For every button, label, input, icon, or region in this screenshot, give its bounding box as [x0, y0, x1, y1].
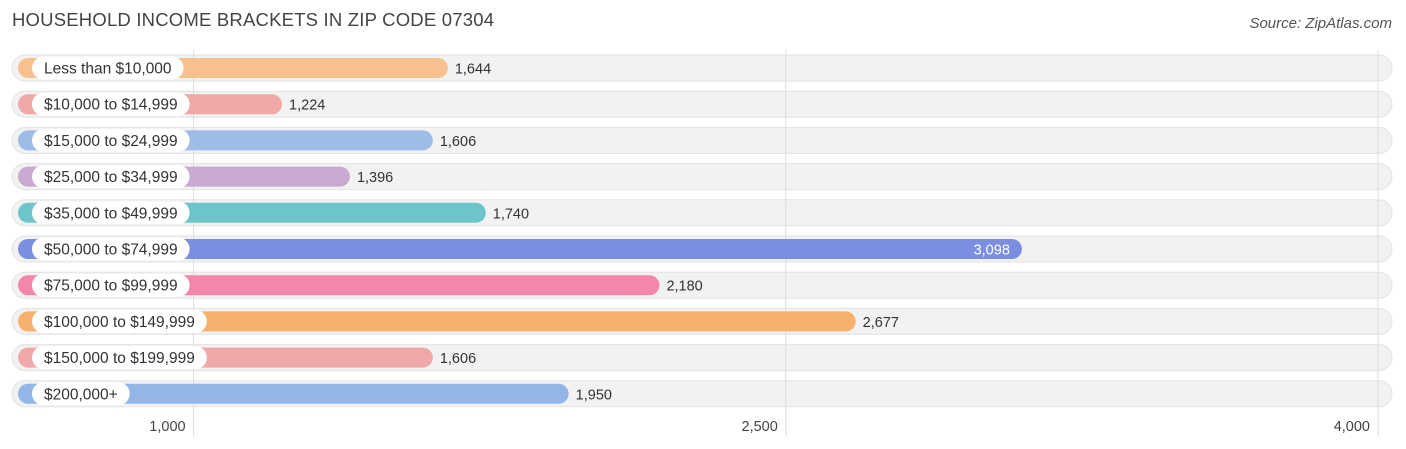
category-pill	[32, 273, 190, 297]
value-label: 1,224	[289, 98, 325, 114]
x-tick-label: 4,000	[1334, 419, 1370, 435]
bar-layer: Less than $10,000 1,644 $10,000 to $14,999…	[18, 56, 1022, 406]
category-label: Less than $10,000	[44, 61, 172, 78]
chart-title: HOUSEHOLD INCOME BRACKETS IN ZIP CODE 07…	[12, 9, 495, 30]
x-axis: 1,000 2,500 4,000	[149, 419, 1370, 435]
value-label: 1,644	[455, 62, 491, 78]
bar	[18, 311, 856, 332]
value-label: 1,950	[576, 387, 612, 403]
value-label: 1,396	[357, 170, 393, 186]
category-pill	[32, 309, 207, 333]
category-label: $25,000 to $34,999	[44, 169, 178, 186]
x-tick-label: 2,500	[742, 419, 778, 435]
value-label: 2,677	[863, 315, 899, 331]
category-pill	[32, 92, 190, 116]
category-pill	[32, 165, 190, 189]
category-label: $10,000 to $14,999	[44, 97, 178, 114]
value-label: 3,098	[974, 243, 1010, 259]
value-label: 2,180	[666, 279, 702, 295]
category-label: $35,000 to $49,999	[44, 205, 178, 222]
value-label: 1,606	[440, 351, 476, 367]
category-pill	[32, 128, 190, 152]
bar	[18, 383, 569, 404]
value-label: 1,740	[493, 206, 529, 222]
row-track	[11, 90, 1393, 118]
category-pill	[32, 382, 130, 406]
category-label: $200,000+	[44, 386, 118, 403]
category-label: $150,000 to $199,999	[44, 350, 195, 367]
category-pill	[32, 346, 207, 370]
bar	[18, 239, 1022, 259]
row-track	[11, 163, 1393, 191]
chart-source: Source: ZipAtlas.com	[1249, 15, 1392, 32]
x-tick-label: 1,000	[149, 419, 185, 435]
category-label: $50,000 to $74,999	[44, 242, 178, 259]
category-label: $100,000 to $149,999	[44, 314, 195, 331]
value-label: 1,606	[440, 134, 476, 150]
category-pill	[32, 56, 184, 80]
category-pill	[32, 201, 190, 225]
category-label: $75,000 to $99,999	[44, 278, 178, 295]
category-label: $15,000 to $24,999	[44, 133, 178, 150]
category-pill	[32, 237, 190, 261]
